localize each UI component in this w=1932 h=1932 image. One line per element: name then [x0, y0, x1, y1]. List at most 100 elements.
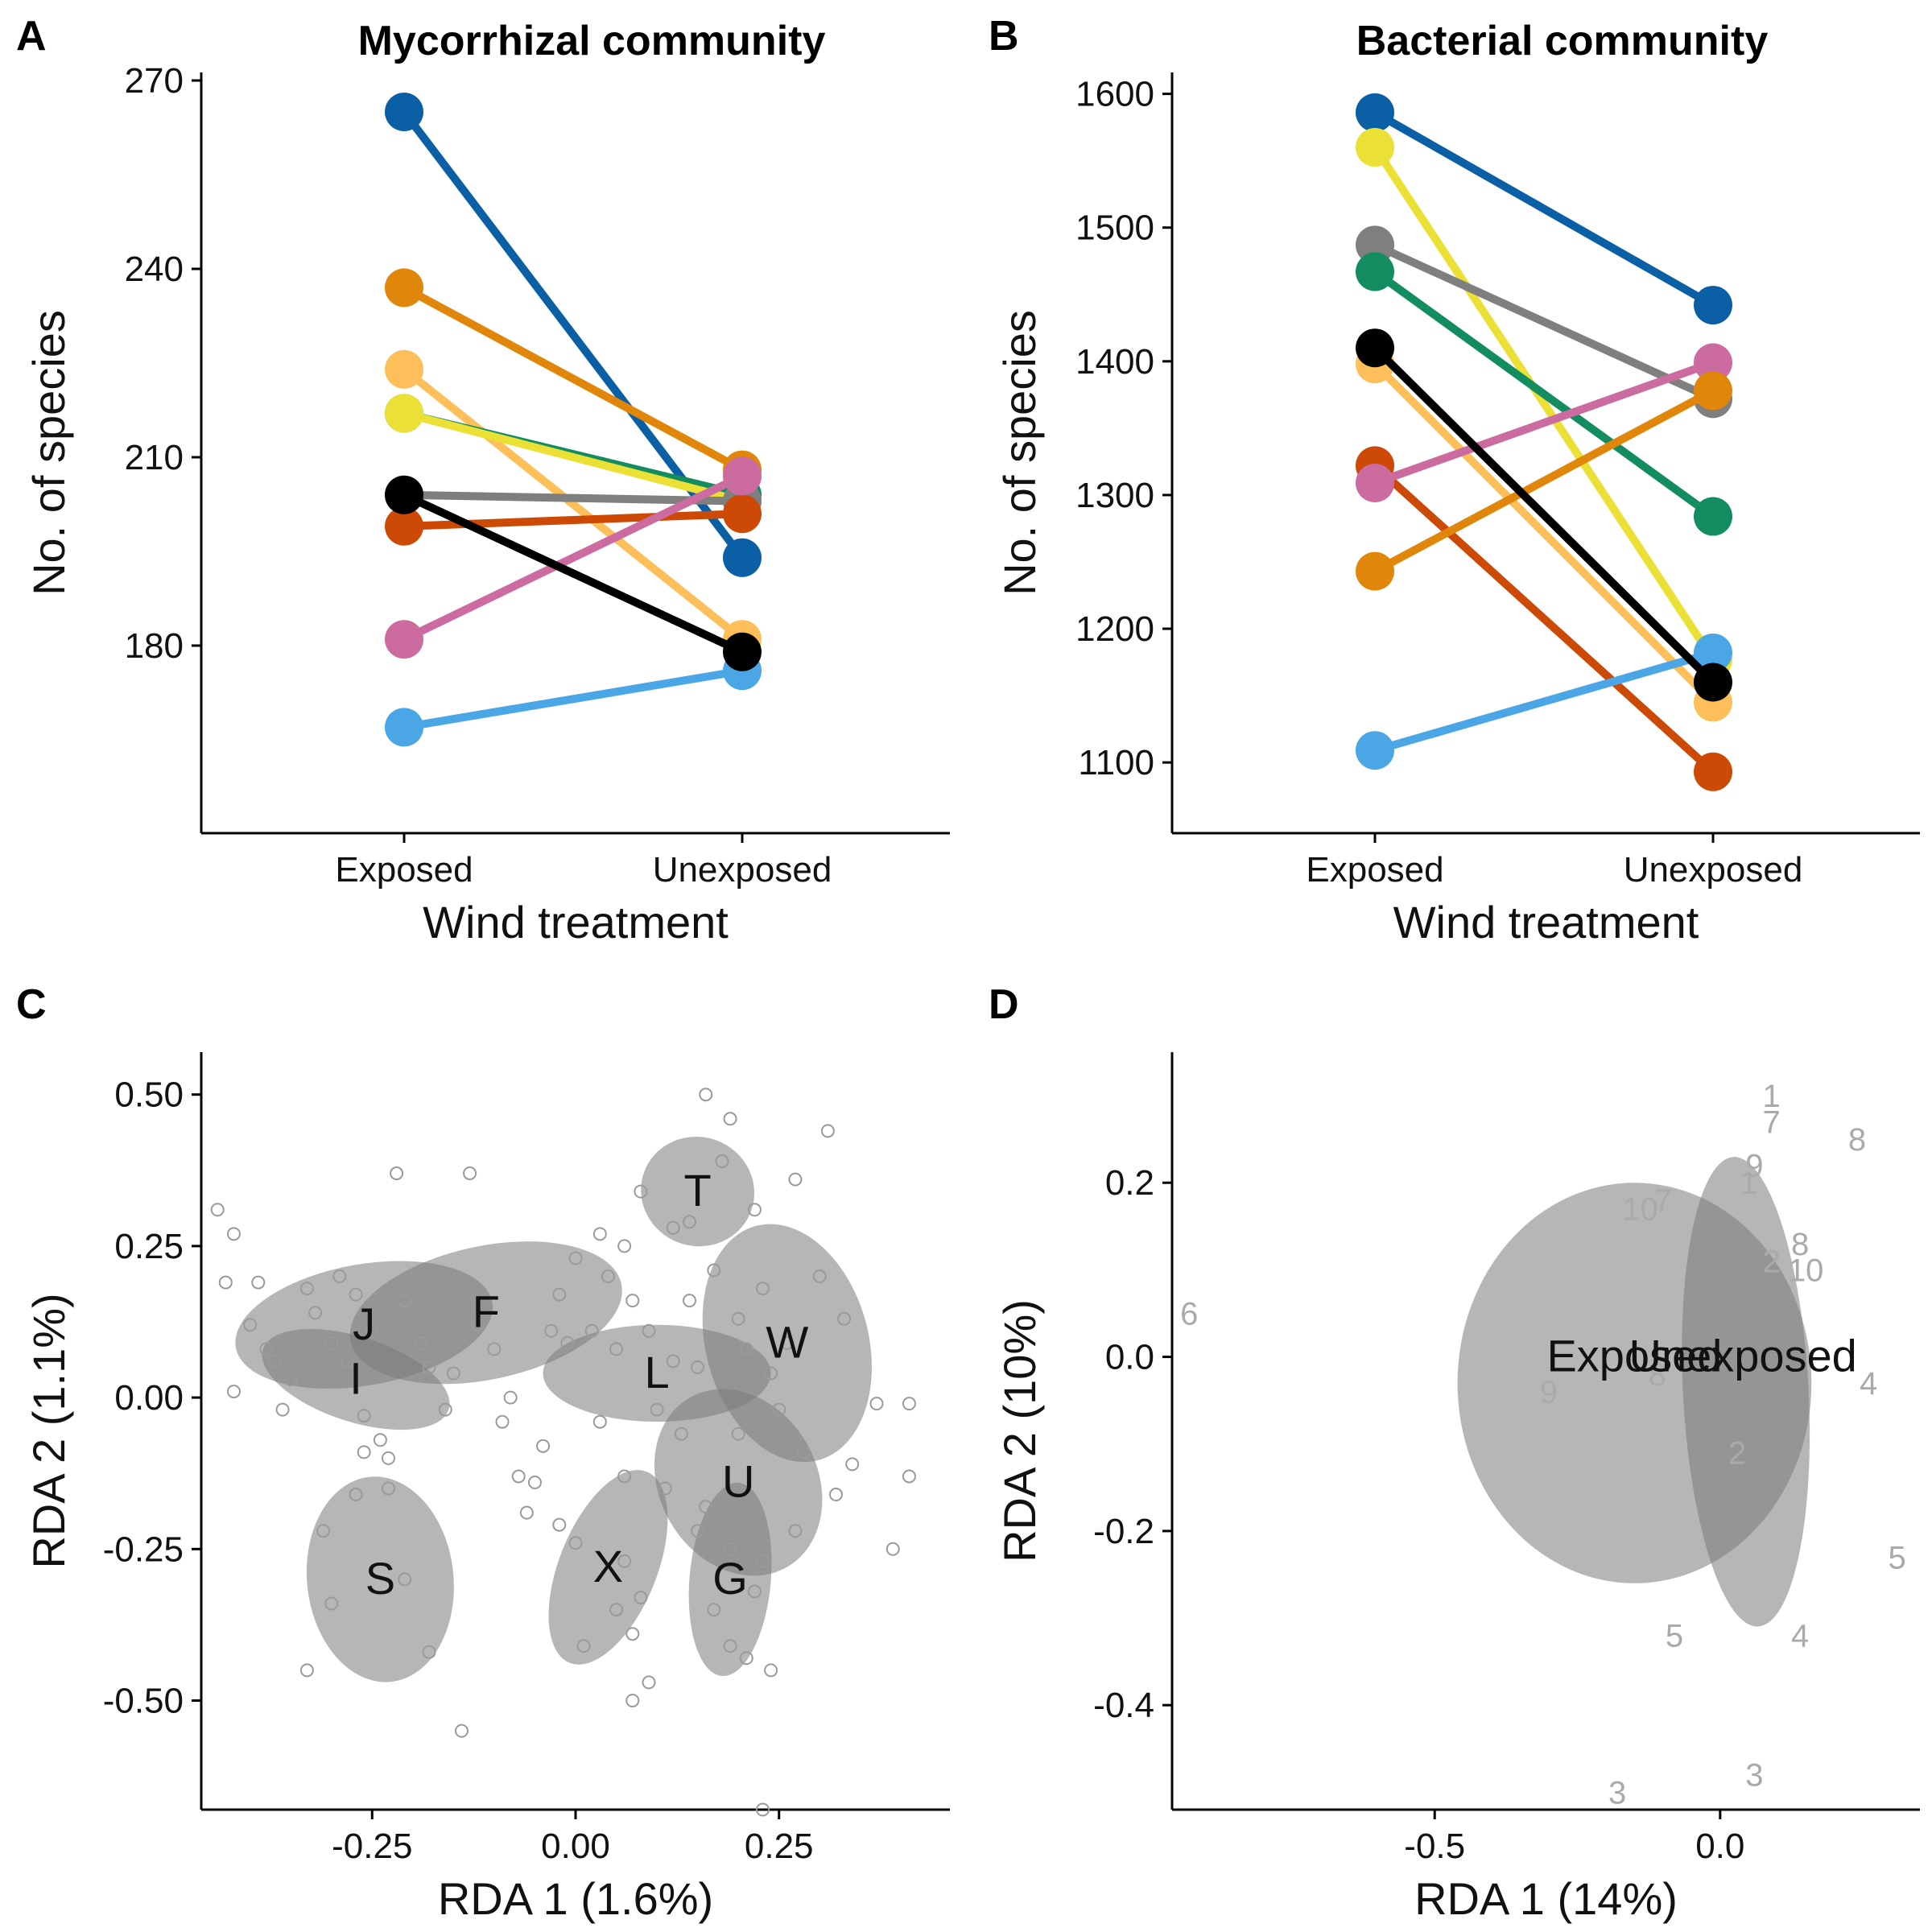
series-line: [1356, 633, 1732, 770]
series-line: [1356, 252, 1732, 536]
panel-letter: A: [16, 13, 47, 60]
x-axis-title: RDA 1 (14%): [1414, 1873, 1678, 1924]
data-point: [324, 1596, 339, 1611]
data-point: [625, 1627, 640, 1641]
data-point: [723, 456, 762, 496]
data-point: [723, 538, 762, 577]
point-label: 3: [1745, 1758, 1763, 1794]
data-point: [341, 1354, 355, 1368]
data-point: [837, 1311, 852, 1326]
data-point: [1356, 225, 1394, 265]
data-point: [666, 1354, 680, 1368]
panel-d: D -0.4 -0.2 0.0 0.2 -0.5 0.0 RDA 1 (14%) RDA 2 (…: [989, 981, 1920, 1924]
chart-title: Mycorrhizal community: [358, 18, 826, 64]
data-point: [617, 1239, 632, 1253]
data-point: [634, 1184, 648, 1199]
y-tick-label: 240: [125, 250, 184, 289]
data-point: [519, 1505, 534, 1520]
series-line: [1356, 328, 1732, 702]
series-segment: [1371, 360, 1717, 707]
x-tick-label: 0.00: [541, 1827, 610, 1866]
x-tick-label: 0.0: [1695, 1827, 1744, 1866]
data-point: [283, 1373, 298, 1387]
data-point: [382, 1481, 395, 1496]
data-point: [385, 708, 423, 747]
y-tick-label: 0.25: [114, 1227, 184, 1266]
data-point: [324, 1335, 339, 1350]
y-tick-label: 1300: [1075, 476, 1154, 515]
data-point: [756, 1554, 770, 1568]
data-point: [251, 1275, 266, 1290]
data-point: [1694, 633, 1732, 672]
data-point: [902, 1397, 916, 1411]
data-point: [385, 349, 423, 389]
x-tick-label: -0.5: [1404, 1827, 1465, 1866]
data-point: [398, 1294, 412, 1308]
series-segment: [1371, 358, 1717, 487]
data-point: [764, 1366, 778, 1381]
data-point: [385, 475, 423, 514]
data-point: [780, 1335, 795, 1350]
data-point: [1694, 497, 1732, 536]
data-point: [634, 1591, 648, 1605]
data-point: [812, 1269, 827, 1284]
panel-letter: B: [989, 13, 1019, 60]
data-point: [226, 1227, 241, 1241]
series-line: [385, 494, 762, 546]
group-label: I: [349, 1353, 362, 1404]
data-point: [625, 1693, 640, 1707]
data-point: [259, 1342, 274, 1356]
data-point: [568, 1251, 583, 1265]
data-point: [609, 1603, 624, 1617]
point-label: 9: [1540, 1375, 1558, 1410]
panel-a: A Mycorrhizal community 180 210 240 270 Expose…: [16, 13, 950, 947]
group-ellipse: [688, 1482, 772, 1677]
data-point: [683, 1294, 697, 1308]
point-label: 3: [1608, 1775, 1626, 1810]
data-point: [699, 1088, 713, 1102]
data-point: [723, 1112, 737, 1126]
data-point: [747, 1584, 762, 1599]
series-segment: [1371, 143, 1717, 664]
y-tick-label: 1400: [1075, 342, 1154, 382]
data-point: [601, 1269, 615, 1284]
data-point: [438, 1402, 452, 1417]
data-point: [666, 1220, 680, 1235]
group-label: Unexposed: [1629, 1331, 1857, 1381]
data-point: [1356, 463, 1394, 502]
point-label: 8: [1649, 1357, 1666, 1393]
data-point: [902, 1469, 916, 1484]
data-point: [625, 1294, 640, 1308]
y-tick-label: 270: [125, 61, 184, 101]
data-point: [756, 1802, 770, 1817]
data-point: [243, 1318, 258, 1332]
group-ellipse: [548, 1470, 668, 1665]
x-tick-label: Exposed: [1306, 850, 1443, 890]
group-label: T: [684, 1165, 712, 1216]
data-point: [1356, 252, 1394, 291]
data-point: [723, 1639, 737, 1653]
data-point: [332, 1269, 347, 1284]
y-axis-title: No. of species: [23, 310, 74, 596]
x-tick-label: -0.25: [332, 1827, 412, 1866]
panel-b: B Bacterial community 1100 1200 1300 1400 1500…: [989, 13, 1920, 947]
data-point: [845, 1457, 860, 1472]
data-point: [691, 1524, 705, 1538]
data-point: [210, 1203, 225, 1217]
data-point: [390, 1166, 404, 1181]
series-line: [385, 475, 762, 671]
data-point: [471, 1318, 485, 1332]
y-tick-label: -0.4: [1093, 1686, 1154, 1725]
point-label: 1: [1762, 1079, 1780, 1114]
group-ellipse: [262, 1328, 450, 1430]
data-point: [788, 1524, 803, 1538]
series-segment: [1371, 241, 1717, 403]
data-point: [1694, 343, 1732, 382]
point-label: 10: [1788, 1253, 1824, 1288]
data-point: [1694, 371, 1732, 411]
data-point: [275, 1402, 290, 1417]
data-point: [715, 1154, 729, 1169]
group-ellipse: [1682, 1157, 1810, 1627]
point-label: 5: [1666, 1619, 1683, 1654]
